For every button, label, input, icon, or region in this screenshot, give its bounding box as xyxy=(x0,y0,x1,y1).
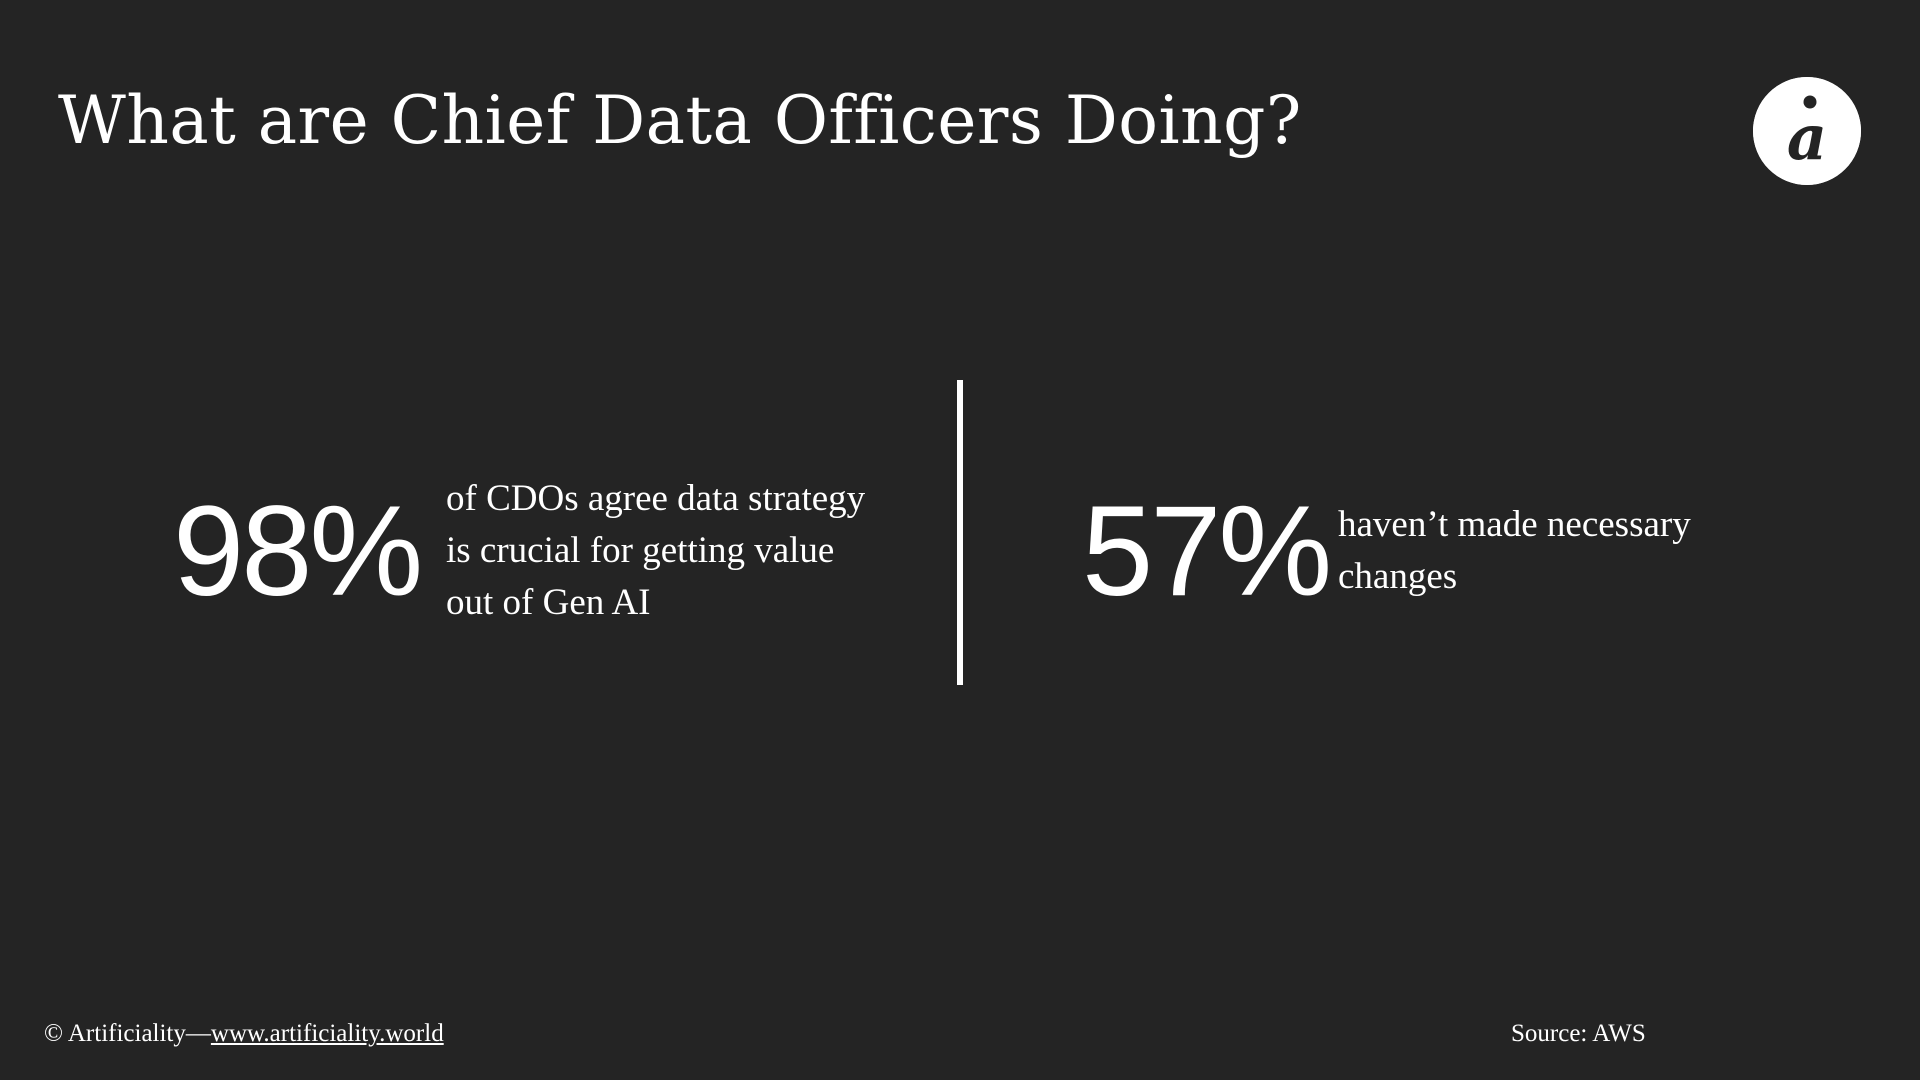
stat-value-98: 98% xyxy=(173,480,423,623)
stat-description-line: of CDOs agree data strategy xyxy=(446,478,866,519)
artificiality-logo-icon: a xyxy=(1753,77,1861,185)
stat-description-line: out of Gen AI xyxy=(446,582,651,623)
stat-description-line: haven’t made necessary xyxy=(1338,504,1691,545)
copyright-notice: © Artificiality—www.artificiality.world xyxy=(44,1020,444,1048)
slide-title: What are Chief Data Officers Doing? xyxy=(58,82,1302,159)
copyright-text: © Artificiality— xyxy=(44,1020,211,1047)
stat-description-1: of CDOs agree data strategy is crucial f… xyxy=(446,473,865,629)
stat-description-line: changes xyxy=(1338,556,1458,597)
vertical-divider xyxy=(957,380,963,685)
stat-description-2: haven’t made necessary changes xyxy=(1338,499,1691,603)
source-citation: Source: AWS xyxy=(1511,1020,1646,1047)
stat-value-57: 57% xyxy=(1082,480,1332,623)
logo-glyph: a xyxy=(1787,101,1827,174)
stat-description-line: is crucial for getting value xyxy=(446,530,835,571)
website-link[interactable]: www.artificiality.world xyxy=(210,1020,444,1047)
